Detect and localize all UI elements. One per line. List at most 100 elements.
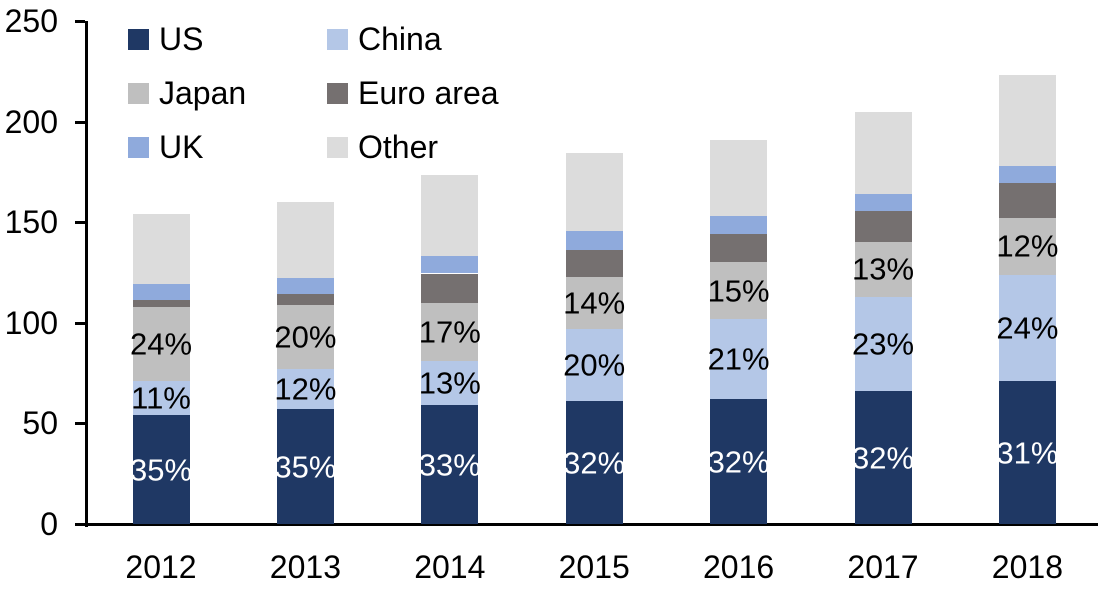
segment-china-2014: 13% bbox=[418, 361, 481, 406]
legend-label-euro-area: Euro area bbox=[358, 75, 499, 111]
segment-uk-2018 bbox=[998, 165, 1056, 183]
legend-swatch-other bbox=[327, 136, 348, 158]
segment-japan-2014: 17% bbox=[418, 302, 481, 362]
bar-label-us-2015: 32% bbox=[563, 445, 626, 481]
bar-label-japan-2017: 13% bbox=[851, 251, 915, 287]
segment-euro-area-2016 bbox=[710, 234, 768, 263]
legend-item-us: US bbox=[128, 23, 203, 55]
bar-label-china-2017: 23% bbox=[851, 326, 915, 362]
segment-japan-2013: 20% bbox=[274, 304, 337, 370]
y-tick-150 bbox=[75, 221, 85, 225]
y-tick-label-0: 0 bbox=[40, 506, 58, 542]
segment-uk-2013 bbox=[276, 277, 334, 294]
segment-euro-area-2015 bbox=[565, 250, 623, 277]
y-tick-label-50: 50 bbox=[22, 405, 58, 442]
segment-us-2012: 35% bbox=[129, 415, 193, 524]
segment-us-2015: 32% bbox=[563, 401, 626, 524]
segment-china-2013: 12% bbox=[274, 369, 337, 410]
bar-label-china-2013: 12% bbox=[274, 371, 337, 407]
segment-japan-2018: 12% bbox=[996, 218, 1059, 275]
bar-label-us-2016: 32% bbox=[707, 444, 770, 480]
legend-swatch-japan bbox=[128, 82, 149, 104]
segment-us-2013: 35% bbox=[274, 409, 337, 524]
bar-label-us-2014: 33% bbox=[418, 447, 481, 483]
legend-label-uk: UK bbox=[159, 129, 204, 165]
segment-uk-2017 bbox=[854, 194, 912, 212]
bar-label-us-2012: 35% bbox=[129, 452, 193, 488]
y-tick-label-100: 100 bbox=[4, 304, 58, 341]
y-tick-label-200: 200 bbox=[4, 103, 58, 140]
bar-label-japan-2014: 17% bbox=[418, 314, 481, 350]
segment-japan-2017: 13% bbox=[851, 242, 915, 297]
bar-label-china-2012: 11% bbox=[131, 380, 191, 416]
legend-swatch-china bbox=[327, 28, 348, 50]
legend-item-uk: UK bbox=[128, 131, 203, 163]
bar-label-japan-2016: 15% bbox=[707, 273, 770, 309]
segment-us-2017: 32% bbox=[851, 391, 915, 524]
legend-item-euro-area: Euro area bbox=[327, 77, 499, 109]
segment-other-2016 bbox=[710, 139, 768, 217]
segment-euro-area-2014 bbox=[421, 273, 479, 303]
bar-label-japan-2018: 12% bbox=[996, 228, 1059, 264]
legend-swatch-euro-area bbox=[327, 82, 348, 104]
x-tick-label-2017: 2017 bbox=[847, 549, 919, 585]
segment-uk-2014 bbox=[421, 256, 479, 274]
y-tick-200 bbox=[75, 120, 85, 124]
legend-item-japan: Japan bbox=[128, 77, 246, 109]
segment-china-2012: 11% bbox=[131, 380, 191, 416]
x-axis-line bbox=[75, 523, 1098, 526]
legend-label-us: US bbox=[159, 21, 204, 57]
segment-euro-area-2012 bbox=[132, 299, 190, 307]
legend-label-china: China bbox=[358, 21, 442, 57]
y-tick-250 bbox=[75, 20, 85, 23]
y-tick-50 bbox=[75, 422, 85, 426]
segment-china-2018: 24% bbox=[996, 274, 1059, 382]
segment-us-2016: 32% bbox=[707, 399, 770, 524]
segment-uk-2016 bbox=[710, 216, 768, 235]
segment-other-2018 bbox=[998, 75, 1056, 166]
y-axis-line bbox=[85, 21, 88, 527]
bar-label-japan-2015: 14% bbox=[563, 285, 626, 321]
segment-us-2018: 31% bbox=[996, 381, 1059, 524]
x-tick-label-2012: 2012 bbox=[125, 549, 197, 585]
segment-japan-2012: 24% bbox=[129, 306, 193, 382]
legend-item-other: Other bbox=[327, 131, 438, 163]
bar-label-us-2017: 32% bbox=[851, 440, 915, 476]
bar-label-us-2018: 31% bbox=[996, 435, 1059, 471]
segment-japan-2015: 14% bbox=[563, 276, 626, 329]
y-tick-label-150: 150 bbox=[4, 204, 58, 241]
segment-other-2014 bbox=[421, 174, 479, 257]
segment-other-2017 bbox=[854, 111, 912, 195]
legend-label-other: Other bbox=[358, 129, 439, 165]
segment-euro-area-2013 bbox=[276, 293, 334, 305]
bar-label-china-2018: 24% bbox=[996, 310, 1059, 346]
x-tick-label-2014: 2014 bbox=[414, 549, 486, 585]
x-tick-label-2018: 2018 bbox=[991, 549, 1063, 585]
segment-euro-area-2018 bbox=[998, 182, 1056, 219]
legend-label-japan: Japan bbox=[159, 75, 247, 111]
segment-japan-2016: 15% bbox=[707, 262, 770, 319]
legend-item-china: China bbox=[327, 23, 442, 55]
legend-swatch-us bbox=[128, 28, 149, 50]
segment-other-2015 bbox=[565, 152, 623, 232]
segment-us-2014: 33% bbox=[418, 405, 481, 524]
y-tick-label-250: 250 bbox=[4, 3, 58, 39]
segment-china-2017: 23% bbox=[851, 296, 915, 392]
x-tick-label-2016: 2016 bbox=[703, 549, 775, 585]
segment-euro-area-2017 bbox=[854, 211, 912, 243]
bar-label-japan-2012: 24% bbox=[129, 326, 193, 362]
bar-label-japan-2013: 20% bbox=[274, 319, 337, 355]
segment-uk-2012 bbox=[132, 283, 190, 300]
x-tick-label-2013: 2013 bbox=[269, 549, 341, 585]
bar-label-china-2014: 13% bbox=[418, 365, 481, 401]
bar-label-us-2013: 35% bbox=[274, 449, 337, 485]
legend-swatch-uk bbox=[128, 136, 149, 158]
segment-china-2015: 20% bbox=[563, 328, 626, 402]
x-tick-label-2015: 2015 bbox=[558, 549, 630, 585]
segment-uk-2015 bbox=[565, 231, 623, 251]
bar-label-china-2016: 21% bbox=[707, 341, 770, 377]
bar-label-china-2015: 20% bbox=[563, 347, 626, 383]
segment-other-2013 bbox=[276, 202, 334, 278]
segment-other-2012 bbox=[132, 214, 190, 284]
